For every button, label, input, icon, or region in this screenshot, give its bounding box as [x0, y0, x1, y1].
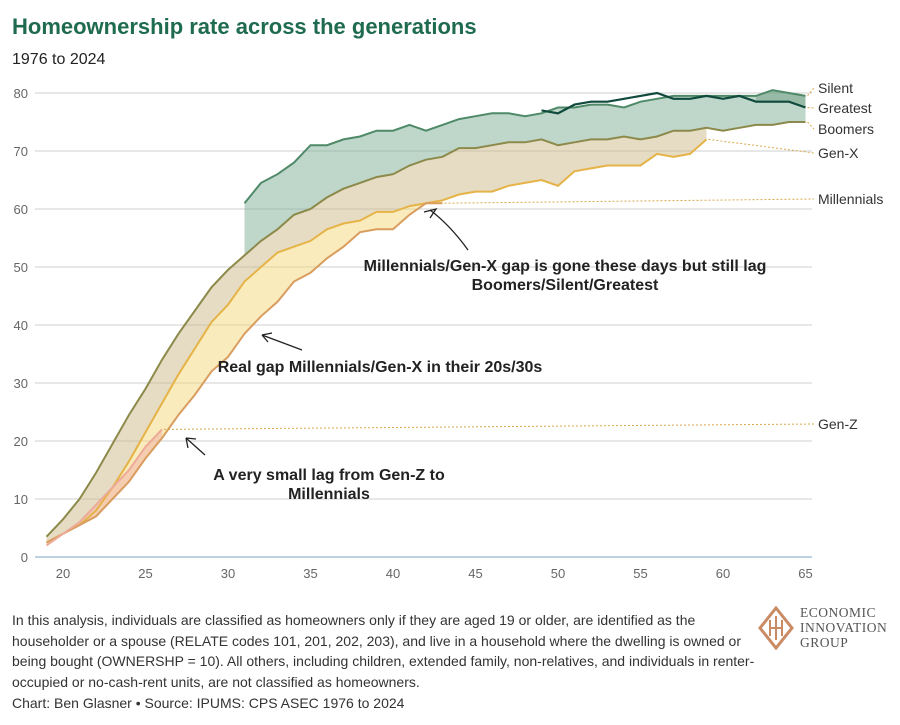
- x-tick-label: 65: [798, 566, 812, 581]
- x-tick-label: 20: [56, 566, 70, 581]
- label-leader: [807, 87, 815, 97]
- annotation-real-gap: Real gap Millennials/Gen-X in their 20s/…: [218, 359, 543, 376]
- logo-line-1: ECONOMIC: [800, 605, 877, 620]
- arrowhead-icon: [185, 437, 197, 449]
- x-tick-label: 55: [633, 566, 647, 581]
- series-line-boomers: [45, 121, 806, 538]
- line-chart: 0 10 20 30 40 50 60 70 80 20 25 30 35 40 45 50 55 60 65 Sil…: [14, 80, 884, 581]
- x-tick-label: 60: [716, 566, 730, 581]
- arrow-3: [185, 437, 206, 456]
- x-tick-label: 35: [303, 566, 317, 581]
- label-leader: [807, 121, 815, 130]
- arrow-2: [261, 334, 303, 351]
- y-tick-label: 20: [14, 434, 28, 449]
- series-line-gen-z: [45, 428, 163, 547]
- label-leader: [163, 423, 815, 430]
- y-tick-label: 10: [14, 492, 28, 507]
- series-label-greatest: Greatest: [818, 100, 872, 116]
- x-tick-label: 40: [386, 566, 400, 581]
- series-line-gen-x: [46, 138, 708, 544]
- chart-subtitle: 1976 to 2024: [12, 51, 106, 68]
- x-tick-label: 25: [138, 566, 152, 581]
- label-leader: [708, 138, 815, 154]
- series-label-millennials: Millennials: [818, 191, 883, 207]
- series-line-greatest: [541, 91, 806, 115]
- methodology-note: In this analysis, individuals are classi…: [12, 612, 755, 690]
- annotation-gap-gone: Millennials/Gen-X gap is gone these days…: [364, 258, 767, 294]
- y-tick-label: 60: [14, 202, 28, 217]
- logo-line-3: GROUP: [800, 635, 849, 650]
- annotation-small-lag: A very small lag from Gen-Z to Millennial…: [213, 467, 445, 503]
- label-leader: [807, 107, 815, 109]
- series-line-millennials: [46, 202, 443, 544]
- chart-title: Homeownership rate across the generation…: [12, 14, 477, 39]
- y-tick-label: 0: [21, 550, 28, 565]
- x-tick-label: 45: [468, 566, 482, 581]
- y-tick-label: 50: [14, 260, 28, 275]
- logo-line-2: INNOVATION: [800, 620, 888, 635]
- series-label-silent: Silent: [818, 80, 853, 96]
- eig-logo: ECONOMIC INNOVATION GROUP: [758, 605, 887, 650]
- label-leader: [444, 198, 815, 204]
- arrowhead-icon: [423, 207, 438, 219]
- eig-diamond-icon: [758, 605, 794, 650]
- y-tick-label: 70: [14, 144, 28, 159]
- source-credit: Chart: Ben Glasner • Source: IPUMS: CPS …: [12, 695, 405, 711]
- arrowhead-icon: [261, 332, 273, 343]
- x-tick-label: 30: [221, 566, 235, 581]
- x-tick-label: 50: [551, 566, 565, 581]
- y-tick-label: 40: [14, 318, 28, 333]
- series-label-gen-z: Gen-Z: [818, 416, 858, 432]
- series-label-gen-x: Gen-X: [818, 145, 859, 161]
- arrow-1: [429, 209, 469, 251]
- y-tick-label: 80: [14, 86, 28, 101]
- series-label-boomers: Boomers: [818, 121, 874, 137]
- y-tick-label: 30: [14, 376, 28, 391]
